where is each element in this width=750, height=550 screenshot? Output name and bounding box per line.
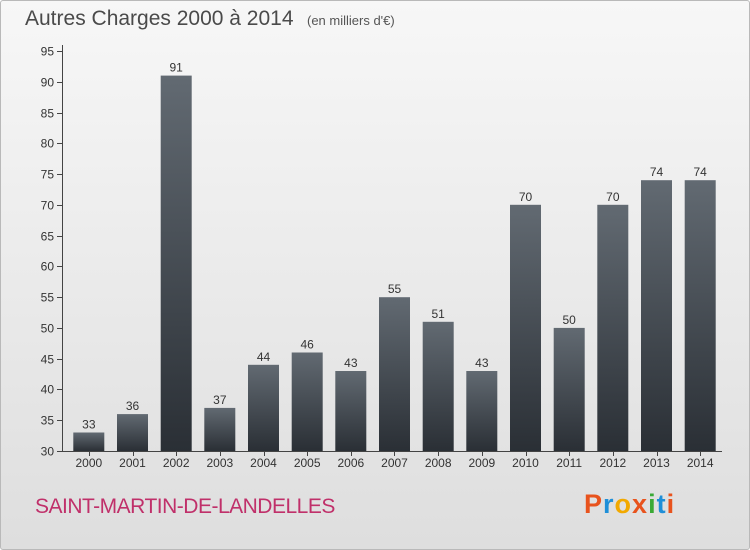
y-tick-label: 45 — [41, 353, 55, 367]
data-label-2008: 51 — [431, 307, 445, 321]
chart-unit-label: (en milliers d'€) — [307, 13, 395, 28]
data-label-2004: 44 — [257, 350, 271, 364]
y-tick-label: 75 — [41, 168, 55, 182]
bar-2002 — [160, 75, 192, 451]
y-tick-label: 95 — [41, 45, 55, 59]
bar-2009 — [466, 371, 498, 451]
y-tick-label: 55 — [41, 291, 55, 305]
data-label-2005: 46 — [300, 338, 314, 352]
bar-2013 — [641, 180, 672, 451]
chart-bars — [73, 75, 716, 451]
y-tick-label: 50 — [41, 322, 55, 336]
bar-2008 — [422, 321, 454, 451]
y-tick-label: 30 — [41, 445, 55, 459]
y-tick-label: 40 — [41, 383, 55, 397]
y-tick-label: 60 — [41, 260, 55, 274]
chart-axes: 30 35 40 45 50 55 60 65 70 75 80 85 90 95 — [41, 45, 722, 459]
x-tick-label-2009: 2009 — [468, 456, 495, 470]
y-tick-label: 80 — [41, 137, 55, 151]
data-label-2002: 91 — [169, 61, 183, 75]
data-label-2012: 70 — [606, 190, 620, 204]
data-label-2009: 43 — [475, 356, 489, 370]
data-label-2006: 43 — [344, 356, 358, 370]
data-label-2013: 74 — [650, 165, 664, 179]
proxiti-logo[interactable]: Proxiti — [584, 489, 676, 519]
data-label-2010: 70 — [519, 190, 533, 204]
bar-2007 — [379, 297, 410, 451]
bar-2012 — [597, 204, 629, 451]
y-tick-label: 35 — [41, 414, 55, 428]
x-tick-label-2010: 2010 — [512, 456, 539, 470]
bar-2006 — [335, 371, 367, 451]
x-tick-label-2003: 2003 — [206, 456, 233, 470]
bar-2014 — [684, 180, 716, 451]
bar-2000 — [73, 432, 105, 451]
x-tick-label-2001: 2001 — [119, 456, 146, 470]
bar-2001 — [117, 414, 148, 451]
x-tick-label-2002: 2002 — [163, 456, 190, 470]
bar-2011 — [553, 327, 585, 451]
x-tick-label-2000: 2000 — [75, 456, 102, 470]
y-tick-label: 90 — [41, 76, 55, 90]
bar-2005 — [291, 352, 323, 451]
x-tick-label-2005: 2005 — [294, 456, 321, 470]
y-tick-label: 70 — [41, 199, 55, 213]
x-tick-label-2004: 2004 — [250, 456, 277, 470]
x-tick-label-2013: 2013 — [643, 456, 670, 470]
data-label-2001: 36 — [126, 399, 140, 413]
x-tick-label-2007: 2007 — [381, 456, 408, 470]
x-tick-label-2012: 2012 — [599, 456, 626, 470]
bar-2003 — [204, 407, 236, 451]
data-label-2000: 33 — [82, 418, 96, 432]
commune-name: SAINT-MARTIN-DE-LANDELLES — [35, 495, 335, 518]
y-tick-label: 85 — [41, 107, 55, 121]
data-label-2014: 74 — [693, 165, 707, 179]
x-tick-label-2011: 2011 — [556, 456, 582, 470]
bar-2004 — [248, 364, 279, 451]
data-label-2011: 50 — [562, 313, 576, 327]
x-tick-label-2014: 2014 — [687, 456, 714, 470]
chart-labels: 2000 33 2001 36 2002 91 2003 37 2004 44 2005 46 2006… — [75, 61, 713, 470]
chart-title: Autres Charges 2000 à 2014 — [25, 7, 294, 30]
data-label-2003: 37 — [213, 393, 227, 407]
x-tick-label-2008: 2008 — [425, 456, 452, 470]
bar-2010 — [510, 204, 541, 451]
data-label-2007: 55 — [388, 282, 402, 296]
y-tick-label: 65 — [41, 230, 55, 244]
x-tick-label-2006: 2006 — [337, 456, 364, 470]
